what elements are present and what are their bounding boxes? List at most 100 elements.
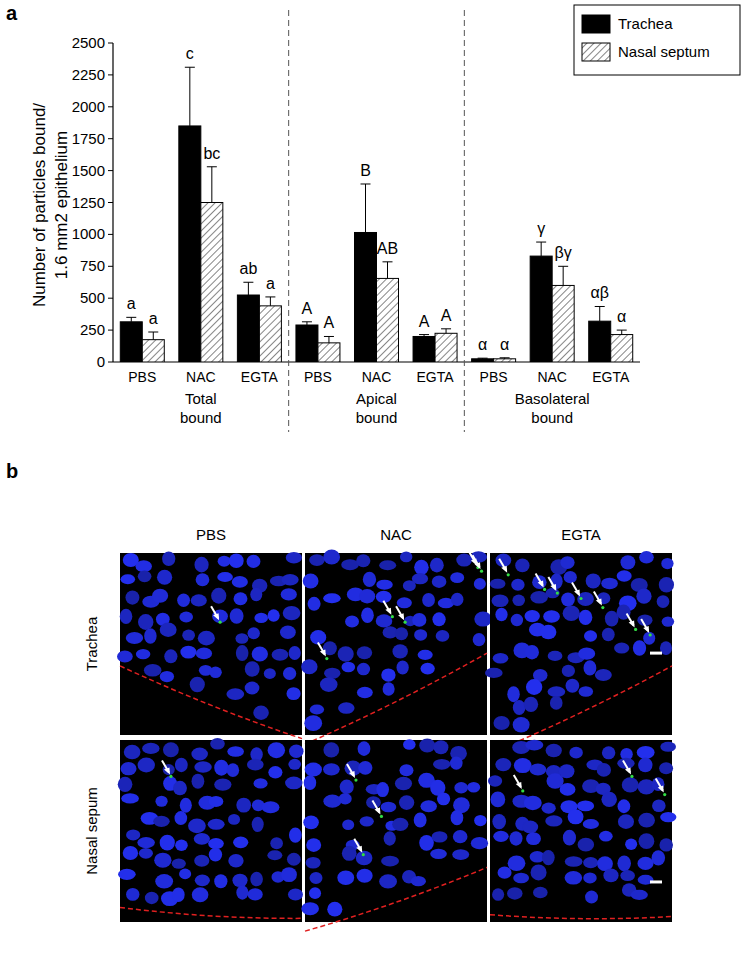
y-tick-label: 500 <box>80 289 105 306</box>
nucleus <box>495 608 507 622</box>
nucleus <box>160 835 175 851</box>
nucleus <box>139 848 153 859</box>
error-line <box>621 330 622 334</box>
nucleus <box>270 837 283 849</box>
nucleus <box>622 777 639 792</box>
nucleus <box>451 810 464 825</box>
bar <box>494 359 516 362</box>
legend-label: Nasal septum <box>618 43 710 60</box>
nucleus <box>235 633 248 644</box>
nucleus <box>636 589 651 604</box>
x-tick-label: PBS <box>480 369 508 385</box>
bar <box>120 322 142 362</box>
x-tick-label: EGTA <box>241 369 279 385</box>
nucleus <box>138 570 152 582</box>
nucleus <box>542 850 555 865</box>
y-tick <box>108 170 113 171</box>
arrow-head <box>643 626 649 633</box>
nucleus <box>515 558 529 572</box>
nucleus <box>579 610 593 625</box>
nucleus <box>342 819 354 829</box>
nucleus <box>175 758 188 772</box>
bar <box>179 126 201 362</box>
nucleus <box>179 869 191 880</box>
arrow-head <box>349 771 355 778</box>
particle <box>601 606 604 609</box>
nucleus <box>542 803 556 814</box>
nucleus <box>142 743 159 754</box>
nucleus <box>306 857 321 869</box>
bar <box>530 256 552 362</box>
nucleus <box>172 858 186 868</box>
nucleus <box>214 778 231 790</box>
nucleus <box>414 560 429 575</box>
error-cap <box>207 166 217 167</box>
particle <box>169 775 172 778</box>
error-line <box>248 282 249 295</box>
nucleus <box>123 846 138 860</box>
error-cap <box>441 328 451 329</box>
nucleus <box>376 614 393 627</box>
nucleus <box>376 782 389 797</box>
nucleus <box>301 659 317 674</box>
nucleus <box>493 653 509 663</box>
particle <box>219 621 222 624</box>
significance-letter: A <box>302 300 313 317</box>
y-axis-label-line: 1.6 mm2 epithelium <box>52 131 71 279</box>
group-label-line: Basolateral <box>515 390 590 407</box>
arrow-head <box>625 767 631 774</box>
nucleus <box>245 661 260 676</box>
significance-letter: α <box>500 336 509 353</box>
nucleus <box>289 745 303 758</box>
error-bar <box>383 262 393 279</box>
nucleus <box>526 832 541 845</box>
nucleus <box>252 647 268 662</box>
figure: ab02505007501000125015001750200022502500… <box>0 0 750 973</box>
nucleus <box>358 741 371 756</box>
particle <box>391 615 394 618</box>
nucleus <box>432 612 445 626</box>
nucleus <box>288 888 303 900</box>
error-cap <box>361 183 371 184</box>
nucleus <box>144 628 157 643</box>
error-cap <box>265 296 275 297</box>
nucleus <box>437 792 450 805</box>
basement-membrane <box>305 653 487 744</box>
x-tick-label: EGTA <box>592 369 630 385</box>
y-tick <box>108 106 113 107</box>
nucleus <box>399 764 413 776</box>
nucleus <box>414 629 427 641</box>
significance-letter: ab <box>239 260 257 277</box>
legend-swatch <box>582 43 610 61</box>
micrograph <box>117 551 302 738</box>
nucleus <box>524 697 538 712</box>
nucleus <box>253 706 269 720</box>
arrow-head <box>574 590 580 597</box>
error-line <box>387 262 388 279</box>
nucleus <box>232 874 247 887</box>
nucleus <box>214 874 227 888</box>
nucleus <box>633 640 646 655</box>
nucleus <box>194 833 210 845</box>
nucleus <box>659 577 674 592</box>
particle <box>521 789 524 792</box>
error-cap <box>536 242 546 243</box>
nucleus <box>248 888 263 900</box>
nucleus <box>419 739 435 753</box>
nucleus <box>232 576 248 588</box>
error-line <box>211 167 212 203</box>
nucleus <box>585 891 598 904</box>
bar <box>435 333 457 362</box>
nucleus <box>136 560 152 572</box>
error-cap <box>595 306 605 307</box>
nucleus <box>252 817 264 832</box>
nucleus <box>490 579 506 589</box>
nucleus <box>620 555 635 569</box>
error-bar <box>324 336 334 342</box>
arrow-head <box>398 613 404 620</box>
nucleus <box>525 740 543 751</box>
nucleus <box>230 608 244 624</box>
nucleus <box>209 666 221 678</box>
nucleus <box>144 664 162 677</box>
y-tick <box>108 266 113 267</box>
